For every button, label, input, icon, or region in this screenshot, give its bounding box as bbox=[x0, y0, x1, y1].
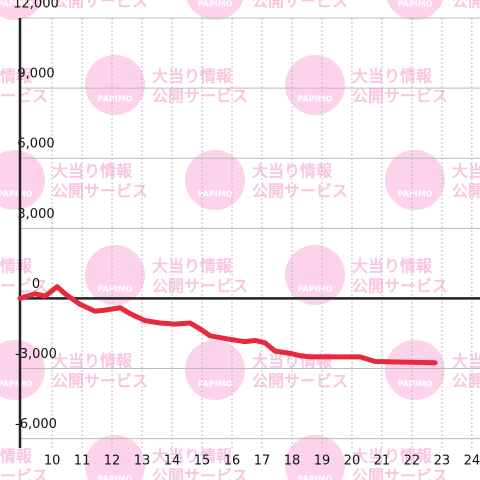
y-tick-label: -3,000 bbox=[15, 347, 57, 362]
x-tick-label: 15 bbox=[194, 454, 211, 469]
watermark-logo bbox=[185, 150, 245, 210]
watermark-logo-text: PAPIMO bbox=[0, 380, 33, 389]
y-tick-label: 12,000 bbox=[13, 0, 59, 12]
watermark-logo-text: PAPIMO bbox=[398, 0, 433, 9]
watermark-text: 大当り情報 bbox=[352, 67, 433, 86]
watermark-logo-text: PAPIMO bbox=[298, 95, 333, 104]
watermark-logo-text: PAPIMO bbox=[98, 475, 133, 480]
watermark-logo-text: PAPIMO bbox=[298, 475, 333, 480]
watermark-text: 大当り情報 bbox=[452, 352, 480, 371]
watermark-logo bbox=[85, 245, 145, 305]
x-tick-label: 21 bbox=[374, 454, 391, 469]
watermark-text: 公開サービス bbox=[352, 87, 448, 106]
watermark-text: 公開サービス bbox=[452, 182, 480, 201]
watermark-logo-text: PAPIMO bbox=[98, 285, 133, 294]
x-tick-label: 24 bbox=[464, 454, 480, 469]
watermark-text: 公開サービス bbox=[52, 0, 148, 11]
x-tick-label: 23 bbox=[434, 454, 451, 469]
watermark-logo bbox=[186, 0, 244, 20]
watermark-logo-text: PAPIMO bbox=[298, 285, 333, 294]
watermark-text: 公開サービス bbox=[352, 277, 448, 296]
watermark-text: 大当り情報 bbox=[152, 67, 233, 86]
watermark-logo bbox=[386, 0, 444, 20]
watermark-text: 大当り情報 bbox=[52, 352, 133, 371]
x-tick-label: 14 bbox=[164, 454, 181, 469]
x-tick-label: 19 bbox=[314, 454, 331, 469]
x-tick-label: 11 bbox=[74, 454, 91, 469]
watermark-logo-text: PAPIMO bbox=[198, 0, 233, 9]
watermark-logo-text: PAPIMO bbox=[98, 95, 133, 104]
x-tick-label: 22 bbox=[404, 454, 421, 469]
x-tick-label: 10 bbox=[44, 454, 61, 469]
watermark-logo-text: PAPIMO bbox=[0, 190, 33, 199]
watermark-logo bbox=[385, 150, 445, 210]
watermark-text: 公開サービス bbox=[152, 87, 248, 106]
watermark-logo bbox=[0, 0, 44, 20]
watermark-logo bbox=[185, 340, 245, 400]
x-tick-label: 12 bbox=[104, 454, 121, 469]
watermark-logo bbox=[0, 150, 45, 210]
watermark-text: 大当り情報 bbox=[152, 257, 233, 276]
y-tick-label: -6,000 bbox=[15, 417, 57, 432]
watermark-text: 公開サービス bbox=[252, 372, 348, 391]
watermark-text: 大当り情報 bbox=[452, 162, 480, 181]
data-line bbox=[17, 284, 438, 366]
watermark-text: 公開サービス bbox=[0, 467, 48, 480]
watermark-text: 大当り情報 bbox=[152, 447, 233, 466]
watermark-logo-text: PAPIMO bbox=[398, 380, 433, 389]
watermark-logo-text: PAPIMO bbox=[398, 190, 433, 199]
watermark-text: 公開サービス bbox=[152, 467, 248, 480]
watermark-text: 公開サービス bbox=[52, 182, 148, 201]
watermark-text: 公開サービス bbox=[0, 277, 48, 296]
watermark-text: 大当り情報 bbox=[352, 257, 433, 276]
watermark-logo bbox=[285, 245, 345, 305]
watermark-text: 公開サービス bbox=[252, 182, 348, 201]
watermark-text: 大当り情報 bbox=[0, 447, 33, 466]
x-tick-label: 20 bbox=[344, 454, 361, 469]
watermark-text: 公開サービス bbox=[452, 0, 480, 11]
watermark-logo bbox=[385, 340, 445, 400]
watermark-text: 大当り情報 bbox=[0, 67, 33, 86]
watermark-text: 大当り情報 bbox=[352, 447, 433, 466]
watermark-logo bbox=[85, 55, 145, 115]
watermark-logo bbox=[0, 340, 45, 400]
watermark-text: 大当り情報 bbox=[0, 257, 33, 276]
watermark-logo bbox=[285, 435, 345, 480]
watermark-text: 大当り情報 bbox=[252, 162, 333, 181]
watermark-text: 公開サービス bbox=[352, 467, 448, 480]
y-tick-label: 3,000 bbox=[17, 207, 54, 222]
watermark-text: 公開サービス bbox=[252, 0, 348, 11]
watermark-text: 大当り情報 bbox=[52, 162, 133, 181]
x-tick-label: 16 bbox=[224, 454, 241, 469]
x-tick-label: 17 bbox=[254, 454, 271, 469]
y-tick-label: 6,000 bbox=[17, 137, 54, 152]
watermark-logo-text: PAPIMO bbox=[198, 380, 233, 389]
y-tick-label: 9,000 bbox=[17, 67, 54, 82]
watermark-logo bbox=[85, 435, 145, 480]
watermark-text: 公開サービス bbox=[152, 277, 248, 296]
x-tick-label: 13 bbox=[134, 454, 151, 469]
watermark-text: 公開サービス bbox=[0, 87, 48, 106]
watermark-logo bbox=[285, 55, 345, 115]
x-tick-label: 18 bbox=[284, 454, 301, 469]
watermark-text: 公開サービス bbox=[452, 372, 480, 391]
watermark-logo-text: PAPIMO bbox=[0, 0, 33, 9]
watermark-text: 公開サービス bbox=[52, 372, 148, 391]
y-tick-label: 0 bbox=[32, 277, 40, 292]
watermark-logo-text: PAPIMO bbox=[198, 190, 233, 199]
